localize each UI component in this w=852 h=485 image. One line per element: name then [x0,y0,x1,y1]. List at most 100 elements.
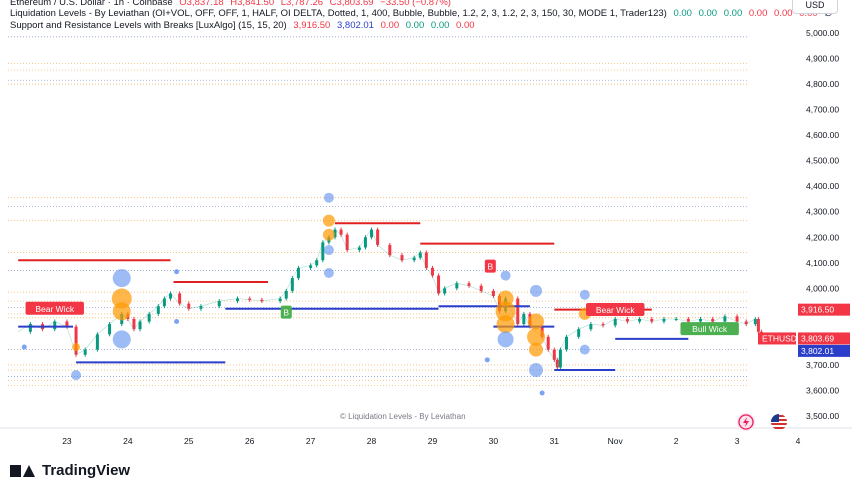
high-value: H3,841.50 [230,0,275,8]
sr-value-3: 0.00 [380,20,400,31]
change-value: −33.50 (−0.87%) [380,0,451,8]
price-badge[interactable] [798,303,850,316]
liquidation-dot [539,390,545,396]
liquidation-bubble [112,302,131,321]
liquidation-dot [174,269,180,275]
sr-value-6: 0.00 [456,20,475,31]
indicator-sr-row[interactable]: Support and Resistance Levels with Break… [10,20,479,32]
liquidation-bubble [528,313,545,330]
candle-body [199,306,203,309]
candle-body [162,298,166,307]
candle-body [674,318,678,320]
time-tick-label: 23 [62,436,72,446]
price-badge[interactable] [798,344,850,357]
candle-body [522,313,526,325]
price-badge[interactable] [798,332,850,345]
liq-value-2: 0.00 [698,8,718,19]
time-tick-label: 30 [489,436,499,446]
sr-value-1: 3,916.50 [293,20,331,31]
candle-body [753,318,757,325]
header-symbol-row: Ethereum / U.S. Dollar · 1h · Coinbase O… [10,0,455,9]
liquidation-bubble [579,344,590,355]
price-badge-text: 3,803.69 [801,333,834,343]
price-tick-label: 4,600.00 [806,130,839,140]
candle-body [437,275,441,294]
candle-body [638,318,642,322]
liquidation-bubble [323,245,334,256]
currency-button[interactable]: USD [792,0,838,14]
candle-body [443,288,447,294]
ticker-label-box[interactable] [758,332,796,345]
candle-body [74,326,78,355]
liquidation-bubble [112,330,131,349]
price-tick-label: 4,800.00 [806,79,839,89]
liquidation-bubble [111,288,132,309]
liquidation-dot [174,319,180,325]
candle-body [418,252,422,258]
candle-body [357,247,361,251]
candle-body [589,324,593,330]
candle-body [290,278,294,291]
lightning-icon[interactable] [737,413,755,431]
sr-value-4: 0.00 [405,20,425,31]
indicator-sr-name[interactable]: Support and Resistance Levels with Break… [10,20,287,31]
liquidation-bubble [112,269,131,288]
us-flag-icon[interactable] [770,413,788,431]
candle-body [699,318,703,322]
liquidation-dot [484,357,490,363]
brand-name: TradingView [42,462,131,479]
candle-body [412,257,416,261]
liq-value-5: 0.00 [774,8,793,19]
candle-body [479,285,483,291]
chart-label-text: Bear Wick [596,305,635,315]
candle-body [662,318,666,322]
liq-value-3: 0.00 [723,8,743,19]
candle-body [217,301,221,307]
chart-label-text: B [283,308,289,318]
candle-body [138,321,142,330]
time-tick-label: 29 [428,436,438,446]
price-series-line [18,229,762,369]
candle-body [345,234,349,251]
sr-value-5: 0.00 [430,20,450,31]
candle-body [147,313,151,322]
candle-body [187,303,191,309]
candle-body [370,229,374,238]
symbol-title[interactable]: Ethereum / U.S. Dollar · 1h · Coinbase [10,0,173,8]
liq-value-4: 0.00 [748,8,768,19]
indicator-liquidation-row[interactable]: Liquidation Levels - By Leviathan (OI+VO… [10,8,837,20]
candle-body [83,349,87,355]
candle-body [333,229,337,238]
brand-footer[interactable]: TradingView [10,462,130,479]
candle-body [315,260,319,266]
indicator-watermark: © Liquidation Levels - By Leviathan [340,412,466,421]
price-tick-label: 3,500.00 [806,411,839,421]
liquidation-bubble [579,289,590,300]
candle-body [735,316,739,322]
candle-body [756,318,760,332]
price-tick-label: 4,300.00 [806,207,839,217]
candle-body [321,242,325,261]
candle-body [744,321,748,325]
candle-body [284,290,288,299]
liquidation-bubble [323,192,334,203]
chart-label-text: B [488,262,494,272]
candle-body [156,306,160,314]
candle-body [400,255,404,261]
liquidation-dot [21,344,27,350]
candle-body [516,298,520,325]
time-tick-label: 25 [184,436,194,446]
chart-label-box [280,305,292,319]
candle-body [178,293,182,304]
indicator-liquidation-name[interactable]: Liquidation Levels - By Leviathan (OI+VO… [10,8,667,19]
time-tick-label: 24 [123,436,133,446]
liquidation-bubble [72,343,81,352]
time-tick-label: 31 [550,436,560,446]
chart-label-text: Bear Wick [35,304,74,314]
liquidation-bubble [529,363,544,378]
liquidation-bubble [527,327,546,346]
candle-body [467,283,471,286]
candle-body [455,283,459,289]
candle-body [339,229,343,235]
